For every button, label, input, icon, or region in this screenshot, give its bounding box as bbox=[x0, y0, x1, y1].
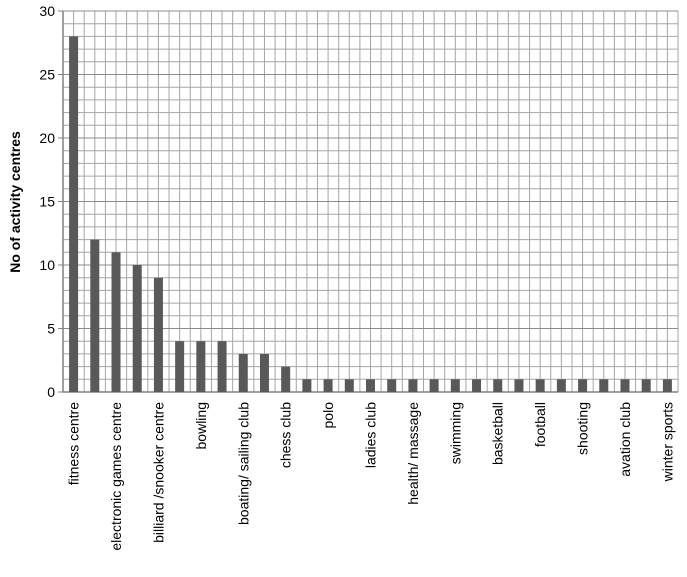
x-tick-label: football bbox=[532, 402, 548, 447]
x-tick-label: chess club bbox=[278, 402, 294, 468]
y-axis-label: No of activity centres bbox=[7, 131, 23, 273]
x-tick-label: avation club bbox=[617, 402, 633, 477]
y-tick-label: 25 bbox=[39, 67, 55, 83]
bar bbox=[175, 341, 185, 392]
bar bbox=[69, 36, 79, 393]
bar bbox=[620, 379, 630, 392]
x-tick-label: swimming bbox=[447, 402, 463, 464]
x-tick-label: shooting bbox=[575, 402, 591, 455]
x-tick-label: boating/ sailing club bbox=[235, 402, 251, 525]
bar bbox=[196, 341, 206, 392]
bar bbox=[514, 379, 524, 392]
bar bbox=[450, 379, 460, 392]
bar bbox=[153, 277, 163, 392]
bar bbox=[641, 379, 651, 392]
x-tick-label: electronic games centre bbox=[108, 402, 124, 551]
bar bbox=[111, 252, 121, 392]
bar bbox=[217, 341, 227, 392]
y-tick-label: 10 bbox=[39, 257, 55, 273]
x-tick-label: billiard /snooker centre bbox=[150, 402, 166, 543]
bar bbox=[344, 379, 354, 392]
bar bbox=[535, 379, 545, 392]
x-tick-label: health/ massage bbox=[405, 402, 421, 505]
bar bbox=[366, 379, 375, 392]
bar bbox=[599, 379, 609, 392]
bar bbox=[556, 379, 566, 392]
y-tick-label: 0 bbox=[47, 384, 55, 400]
bar bbox=[259, 353, 269, 392]
y-tick-label: 20 bbox=[39, 130, 55, 146]
bar bbox=[302, 379, 312, 392]
y-tick-label: 30 bbox=[39, 3, 55, 19]
bar bbox=[281, 366, 291, 392]
x-tick-label: fitness centre bbox=[66, 402, 82, 485]
x-tick-label: polo bbox=[320, 402, 336, 429]
bar bbox=[323, 379, 333, 392]
bar bbox=[408, 379, 418, 392]
bar bbox=[662, 379, 672, 392]
x-tick-label: winter sports bbox=[659, 402, 675, 482]
bar bbox=[472, 379, 482, 392]
bar bbox=[238, 353, 248, 392]
bar bbox=[90, 239, 100, 392]
x-tick-label: bowling bbox=[193, 402, 209, 449]
x-tick-label: basketball bbox=[490, 402, 506, 465]
bar bbox=[578, 379, 588, 392]
bar bbox=[493, 379, 503, 392]
bar bbox=[132, 265, 142, 392]
bar bbox=[429, 379, 439, 392]
y-tick-label: 5 bbox=[47, 321, 55, 337]
y-tick-label: 15 bbox=[39, 194, 55, 210]
x-tick-label: ladies club bbox=[363, 402, 379, 468]
bar bbox=[387, 379, 397, 392]
